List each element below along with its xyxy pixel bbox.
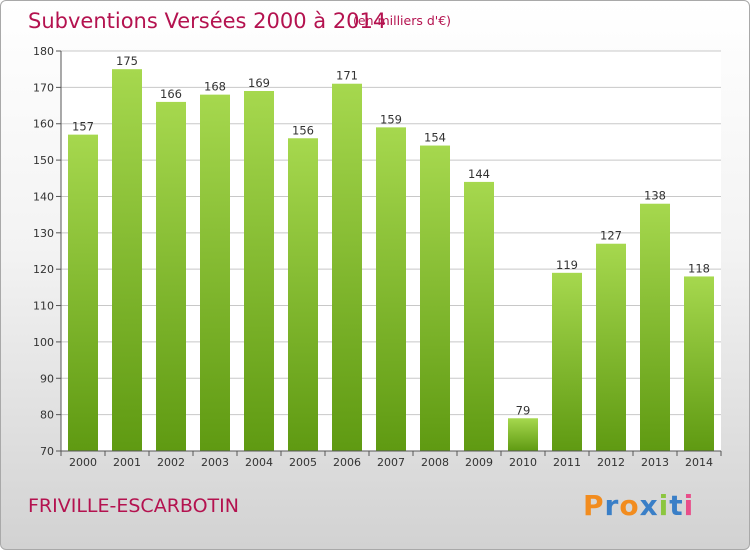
bar-2011: [552, 272, 582, 451]
x-tick-label-2009: 2009: [465, 456, 493, 469]
y-tick-label: 160: [33, 118, 54, 131]
x-tick-label-2005: 2005: [289, 456, 317, 469]
data-label-2003: 168: [204, 80, 226, 94]
x-tick-label-2014: 2014: [685, 456, 713, 469]
data-label-2000: 157: [72, 120, 94, 134]
logo-letter: x: [639, 489, 659, 522]
bar-2008: [420, 145, 450, 451]
x-tick-label-2006: 2006: [333, 456, 361, 469]
bars: 157 175 166 168 169 156 171 159 154 144 79 119 127 13…: [68, 54, 714, 452]
chart-title: Subventions Versées 2000 à 2014: [28, 9, 387, 33]
y-tick-label: 150: [33, 154, 54, 167]
y-tick-label: 110: [33, 300, 54, 313]
x-tick-label-2008: 2008: [421, 456, 449, 469]
bar-2006: [332, 83, 362, 452]
location-name: FRIVILLE-ESCARBOTIN: [28, 495, 239, 517]
bar-2004: [244, 91, 274, 451]
x-tick-label-2002: 2002: [157, 456, 185, 469]
logo-letter: P: [583, 489, 605, 522]
bar-2003: [200, 94, 230, 452]
y-tick-label: 80: [40, 409, 54, 422]
bar-2007: [376, 127, 406, 451]
y-tick-label: 130: [33, 227, 54, 240]
x-tick-label-2001: 2001: [113, 456, 141, 469]
logo-letter: r: [604, 489, 620, 522]
data-label-2006: 171: [336, 69, 358, 83]
logo-letter: i: [658, 489, 670, 522]
bar-2013: [640, 203, 670, 451]
bar-2001: [112, 69, 142, 451]
data-label-2011: 119: [556, 258, 578, 272]
bar-2010: [508, 418, 538, 451]
chart-unit: (en milliers d'€): [353, 13, 452, 28]
x-tick-label-2012: 2012: [597, 456, 625, 469]
data-label-2009: 144: [468, 167, 490, 181]
logo-letter: t: [669, 489, 684, 522]
bar-2002: [156, 101, 186, 451]
x-tick-label-2003: 2003: [201, 456, 229, 469]
data-label-2001: 175: [116, 54, 138, 68]
bar-2005: [288, 138, 318, 452]
axes: 70 80 90 100 110 120 130 140 150 160 170 180 2000 200…: [33, 45, 722, 469]
y-tick-label: 170: [33, 81, 54, 94]
data-label-2007: 159: [380, 112, 402, 126]
x-tick-label-2000: 2000: [69, 456, 97, 469]
data-label-2014: 118: [688, 261, 710, 275]
y-tick-label: 140: [33, 190, 54, 203]
x-tick-label-2007: 2007: [377, 456, 405, 469]
y-tick-label: 100: [33, 336, 54, 349]
y-tick-label: 180: [33, 45, 54, 58]
bar-2009: [464, 181, 494, 451]
data-label-2004: 169: [248, 76, 270, 90]
bar-2012: [596, 243, 626, 451]
logo-letter: o: [619, 489, 640, 522]
data-label-2012: 127: [600, 229, 622, 243]
y-tick-label: 70: [40, 445, 54, 458]
data-label-2013: 138: [644, 189, 666, 203]
data-label-2005: 156: [292, 123, 314, 137]
y-tick-label: 90: [40, 372, 54, 385]
data-label-2010: 79: [516, 403, 531, 417]
data-label-2002: 166: [160, 87, 182, 101]
y-tick-label: 120: [33, 263, 54, 276]
data-label-2008: 154: [424, 131, 446, 145]
logo-letter: i: [683, 489, 695, 522]
proxiti-logo: Proxiti: [583, 489, 694, 522]
bar-2000: [68, 134, 98, 452]
x-tick-label-2013: 2013: [641, 456, 669, 469]
x-tick-label-2011: 2011: [553, 456, 581, 469]
bar-2014: [684, 276, 714, 451]
x-tick-label-2010: 2010: [509, 456, 537, 469]
x-tick-label-2004: 2004: [245, 456, 273, 469]
